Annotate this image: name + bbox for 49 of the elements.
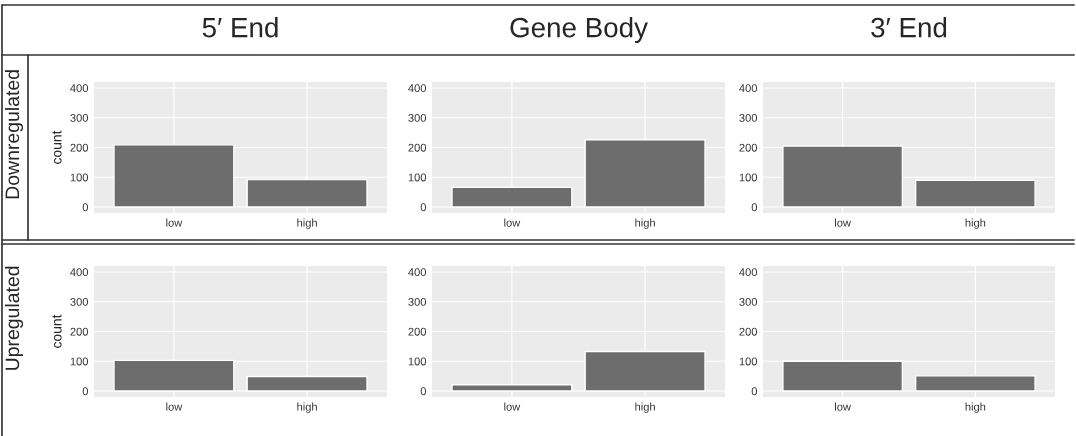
x-tick-label: high (635, 402, 655, 413)
y-tick-label: 300 (739, 297, 758, 306)
x-tick-label: low (504, 402, 521, 411)
x-tick-label: low (835, 218, 851, 227)
y-tick-label: 200 (739, 143, 758, 152)
y-tick-label: 400 (70, 268, 89, 277)
y-tick-label: 400 (408, 268, 427, 277)
y-tick-label: 200 (70, 143, 89, 152)
y-tick-label: 200 (70, 327, 89, 336)
y-tick-label: 100 (70, 357, 89, 366)
x-tick-label: high (965, 402, 986, 413)
y-tick-label: 300 (70, 113, 89, 122)
x-tick-label: low (504, 218, 521, 227)
y-axis-title: count (52, 314, 62, 348)
x-tick-label: high (635, 218, 655, 229)
chart-title: Gene Body (510, 17, 648, 43)
y-tick-label: 400 (70, 84, 89, 93)
y-tick-label: 400 (408, 84, 427, 93)
y-tick-label: 100 (70, 173, 89, 182)
y-tick-label: 400 (739, 268, 758, 277)
chart-title: 5′ End (202, 17, 278, 38)
y-tick-label: 200 (408, 327, 427, 336)
y-tick-label: 100 (739, 173, 758, 182)
y-tick-label: 300 (408, 113, 427, 122)
y-tick-label: 200 (408, 143, 427, 152)
y-axis-title: count (52, 130, 62, 164)
y-tick-label: 100 (739, 357, 758, 366)
y-tick-label: 100 (408, 173, 427, 182)
x-tick-label: high (297, 402, 317, 413)
y-tick-label: 300 (408, 297, 427, 306)
text: Upregulated (4, 266, 24, 370)
y-tick-label: 0 (420, 203, 427, 212)
y-tick-label: 300 (739, 113, 758, 122)
x-tick-label: low (166, 402, 183, 411)
y-tick-label: 200 (739, 327, 758, 336)
x-tick-label: low (835, 402, 851, 411)
x-tick-label: high (297, 218, 317, 229)
chart-title: 3′ End (871, 17, 947, 38)
y-tick-label: 0 (420, 387, 427, 396)
y-tick-label: 0 (751, 203, 758, 212)
text: Downregulated (4, 70, 24, 199)
y-tick-label: 0 (751, 387, 758, 396)
y-tick-label: 100 (408, 357, 427, 366)
x-tick-label: low (166, 218, 183, 227)
y-tick-label: 300 (70, 297, 89, 306)
y-tick-label: 0 (82, 387, 89, 396)
y-tick-label: 0 (82, 203, 89, 212)
x-tick-label: high (965, 218, 986, 229)
y-tick-label: 400 (739, 84, 758, 93)
